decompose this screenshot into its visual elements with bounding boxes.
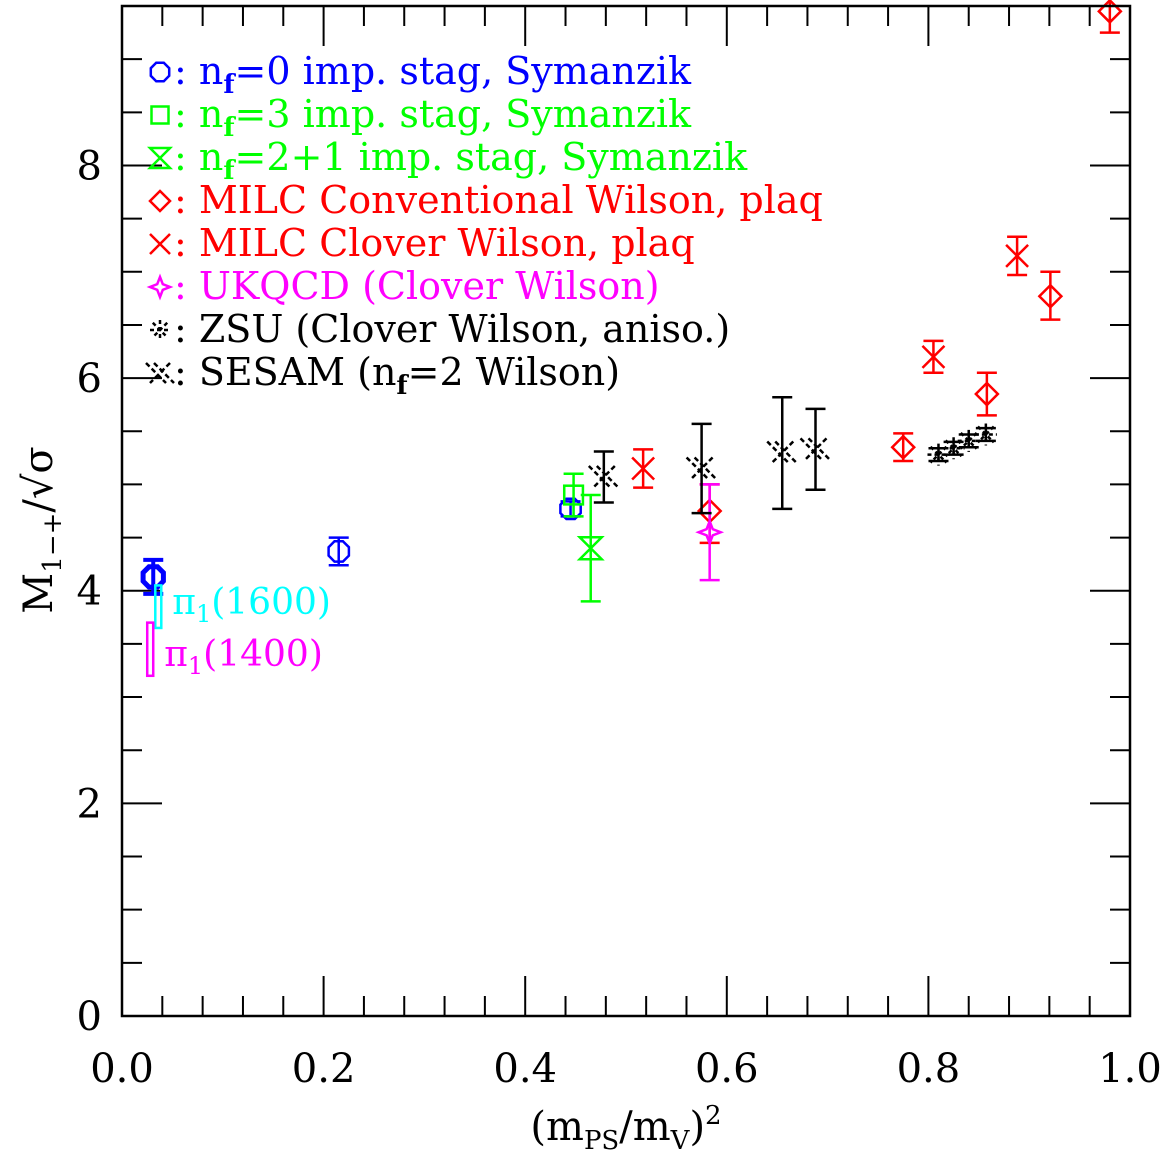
marker-hourglass	[146, 146, 174, 170]
experiment-band: π1(1400)	[145, 621, 323, 680]
data-point	[974, 423, 997, 446]
data-point	[766, 395, 799, 511]
marker-asterisk	[957, 429, 980, 452]
band-rect	[154, 584, 163, 630]
marker-asterisk	[150, 320, 170, 340]
error-bar	[699, 483, 720, 582]
marker-star4	[146, 273, 174, 301]
legend-entry: : nf=2+1 imp. stag, Symanzik	[146, 135, 748, 186]
band-label: π1(1400)	[164, 634, 323, 680]
marker-octagon	[149, 61, 171, 83]
data-point	[799, 407, 832, 491]
data-point	[957, 429, 980, 452]
error-bar	[805, 407, 826, 491]
legend-label: : nf=0 imp. stag, Symanzik	[174, 49, 692, 100]
data-point	[921, 339, 946, 375]
data-point	[695, 483, 725, 582]
legend-label: : MILC Conventional Wilson, plaq	[174, 178, 823, 222]
marker-doublecross	[766, 440, 799, 465]
x-tick-label: 0.4	[493, 1046, 557, 1092]
data-point	[890, 432, 916, 463]
marker-diamond	[1097, 0, 1123, 25]
marker-diamond	[1037, 283, 1064, 310]
y-tick-label: 2	[77, 781, 102, 827]
marker-doublecross	[587, 465, 620, 489]
legend: : nf=0 imp. stag, Symanzik: nf=3 imp. st…	[145, 49, 823, 401]
legend-label: : nf=3 imp. stag, Symanzik	[174, 92, 692, 143]
legend-label: : nf=2+1 imp. stag, Symanzik	[174, 135, 748, 186]
error-bar	[691, 422, 712, 515]
data-point	[1037, 270, 1064, 321]
marker-diamond	[974, 381, 1000, 407]
marker-cross	[149, 233, 171, 255]
legend-label: : SESAM (nf=2 Wilson)	[174, 350, 620, 401]
data-point	[631, 448, 656, 489]
legend-entry: : SESAM (nf=2 Wilson)	[145, 350, 620, 401]
marker-asterisk	[927, 443, 950, 466]
x-tick-label: 0.2	[292, 1046, 356, 1092]
marker-star4	[695, 517, 725, 547]
legend-entry: : MILC Clover Wilson, plaq	[149, 221, 695, 265]
marker-diamond	[890, 434, 916, 460]
x-tick-label: 0.8	[897, 1046, 961, 1092]
legend-entry: : MILC Conventional Wilson, plaq	[148, 178, 823, 222]
legend-entry: : nf=3 imp. stag, Symanzik	[150, 92, 692, 143]
axis-ticks	[121, 5, 1131, 1017]
x-tick-label: 0.0	[90, 1046, 154, 1092]
marker-square	[150, 105, 170, 125]
data-point	[1005, 235, 1029, 277]
marker-asterisk	[974, 423, 997, 446]
legend-label: : ZSU (Clover Wilson, aniso.)	[174, 307, 730, 351]
data-marks	[140, 0, 1123, 603]
marker-asterisk	[942, 437, 965, 460]
marker-hourglass	[576, 535, 605, 561]
marker-cross	[631, 456, 656, 481]
x-tick-label: 1.0	[1098, 1046, 1162, 1092]
legend-label: : UKQCD (Clover Wilson)	[174, 264, 660, 308]
error-bar	[593, 450, 614, 504]
marker-doublecross	[685, 456, 718, 481]
marker-octagon	[559, 497, 582, 521]
data-point	[974, 371, 1000, 417]
x-tick-label: 0.6	[695, 1046, 759, 1092]
legend-entry: : UKQCD (Clover Wilson)	[146, 264, 660, 308]
tick-labels: 0.0 0.2 0.4 0.6 0.8 1.0 0 2 4 6 8	[77, 143, 1162, 1092]
y-tick-label: 8	[77, 143, 102, 189]
legend-label: : MILC Clover Wilson, plaq	[174, 221, 695, 265]
error-bar	[1099, 0, 1120, 34]
band-rect	[145, 621, 155, 678]
data-point	[587, 450, 620, 504]
experiment-band: π1(1600)	[154, 582, 331, 630]
data-point	[576, 493, 605, 603]
error-bar	[893, 432, 914, 463]
error-bar	[772, 395, 793, 511]
marker-doublecross	[799, 437, 832, 462]
marker-octagon	[327, 539, 351, 563]
plot-frame	[120, 4, 1132, 1018]
error-bar	[1040, 270, 1061, 321]
data-point	[327, 536, 351, 567]
marker-diamond	[148, 189, 172, 213]
legend-entry: : nf=0 imp. stag, Symanzik	[149, 49, 692, 100]
band-label: π1(1600)	[172, 582, 331, 628]
data-point	[685, 422, 718, 515]
y-tick-label: 4	[77, 569, 102, 615]
marker-cross	[921, 344, 946, 369]
marker-doublecross	[145, 362, 175, 384]
y-tick-label: 6	[77, 356, 102, 402]
y-tick-label: 0	[77, 994, 102, 1040]
experiment-bands: π1(1600) π1(1400)	[145, 582, 331, 680]
legend-entry: : ZSU (Clover Wilson, aniso.)	[150, 307, 730, 351]
x-axis-label: (mPS/mV)2	[530, 1101, 721, 1156]
error-bar	[976, 371, 997, 417]
y-axis-label: M1−+/√σ	[16, 446, 68, 613]
data-point	[1097, 0, 1123, 34]
error-bar	[563, 472, 584, 518]
marker-cross	[1005, 243, 1029, 268]
